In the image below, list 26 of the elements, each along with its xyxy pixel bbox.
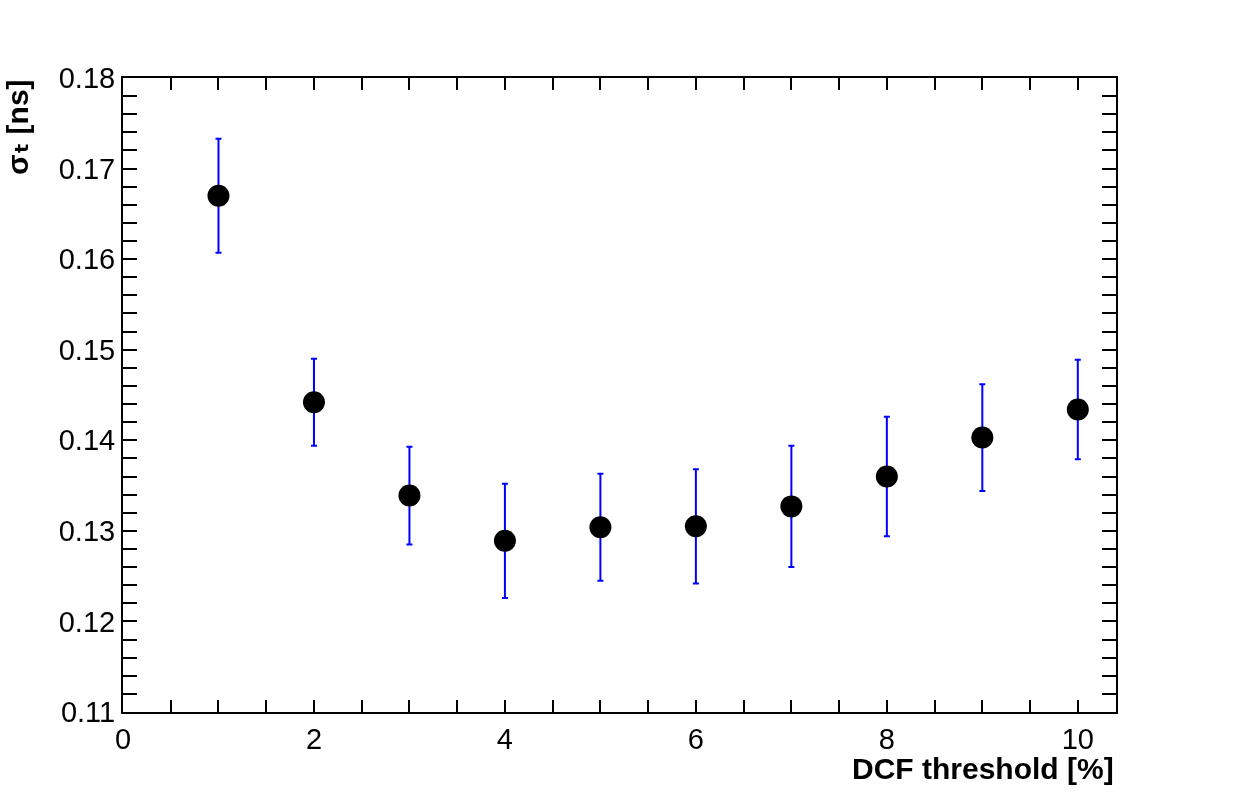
y-tick-label: 0.18 (58, 62, 116, 95)
x-tick-label: 0 (114, 722, 132, 755)
x-tick-label: 4 (496, 722, 513, 755)
point (1066, 398, 1089, 421)
x-tick-label: 6 (687, 722, 704, 755)
point (780, 495, 803, 518)
point (493, 529, 516, 552)
x-tick-label: 2 (305, 722, 323, 755)
y-tick-label: 0.16 (58, 243, 116, 276)
point (589, 516, 612, 539)
y-tick-label: 0.11 (60, 696, 116, 729)
x-tick-label: 8 (878, 722, 895, 755)
point (875, 465, 898, 488)
x-axis-title: DCF threshold [%] (852, 752, 1114, 785)
y-tick-label: 0.17 (58, 152, 116, 185)
point (207, 184, 230, 207)
point (398, 484, 421, 507)
point (302, 391, 325, 414)
x-tick-label: 10 (1061, 722, 1094, 755)
y-axis-title: σₜ [ns] (0, 79, 34, 175)
y-tick-label: 0.15 (58, 333, 116, 366)
y-tick-label: 0.14 (58, 424, 116, 457)
point (684, 515, 707, 538)
y-tick-label: 0.13 (58, 515, 116, 548)
point (971, 426, 994, 449)
y-tick-label: 0.12 (58, 605, 116, 638)
